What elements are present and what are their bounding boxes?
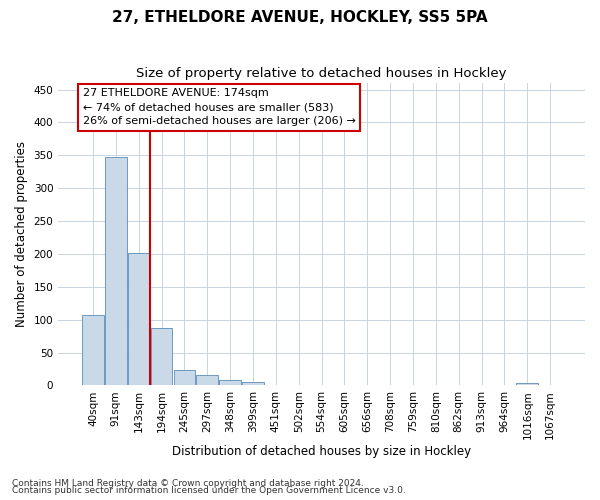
X-axis label: Distribution of detached houses by size in Hockley: Distribution of detached houses by size … — [172, 444, 471, 458]
Bar — [82, 315, 104, 386]
Y-axis label: Number of detached properties: Number of detached properties — [15, 142, 28, 328]
Bar — [242, 382, 264, 386]
Bar — [151, 328, 172, 386]
Text: 27, ETHELDORE AVENUE, HOCKLEY, SS5 5PA: 27, ETHELDORE AVENUE, HOCKLEY, SS5 5PA — [112, 10, 488, 25]
Text: Contains public sector information licensed under the Open Government Licence v3: Contains public sector information licen… — [12, 486, 406, 495]
Title: Size of property relative to detached houses in Hockley: Size of property relative to detached ho… — [136, 68, 507, 80]
Bar — [196, 375, 218, 386]
Bar — [105, 156, 127, 386]
Text: Contains HM Land Registry data © Crown copyright and database right 2024.: Contains HM Land Registry data © Crown c… — [12, 478, 364, 488]
Bar — [128, 254, 149, 386]
Text: 27 ETHELDORE AVENUE: 174sqm
← 74% of detached houses are smaller (583)
26% of se: 27 ETHELDORE AVENUE: 174sqm ← 74% of det… — [83, 88, 356, 126]
Bar — [517, 384, 538, 386]
Bar — [173, 370, 195, 386]
Bar — [219, 380, 241, 386]
